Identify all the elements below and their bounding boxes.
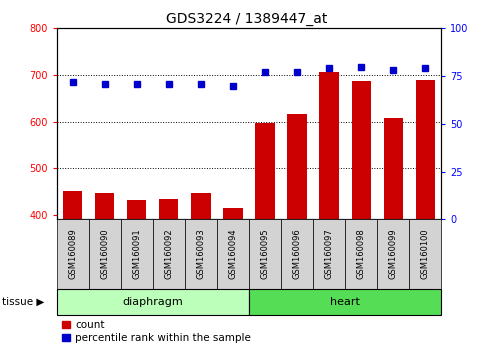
Bar — [89, 219, 121, 289]
Bar — [191, 193, 211, 354]
Bar — [384, 118, 403, 354]
Bar — [223, 208, 243, 354]
Bar — [57, 219, 89, 289]
Text: GSM160090: GSM160090 — [100, 229, 109, 279]
Bar — [409, 219, 441, 289]
Text: GSM160096: GSM160096 — [292, 229, 302, 279]
Bar — [416, 80, 435, 354]
Text: GSM160100: GSM160100 — [421, 229, 430, 279]
Bar — [63, 190, 82, 354]
Text: diaphragm: diaphragm — [122, 297, 183, 307]
Bar — [185, 219, 217, 289]
Text: GSM160092: GSM160092 — [164, 229, 174, 279]
Bar — [153, 219, 185, 289]
Bar — [345, 219, 377, 289]
Bar — [319, 72, 339, 354]
Bar — [377, 219, 409, 289]
Text: GSM160097: GSM160097 — [324, 229, 334, 279]
Bar — [127, 200, 146, 354]
Text: GSM160098: GSM160098 — [356, 229, 366, 279]
Legend: count, percentile rank within the sample: count, percentile rank within the sample — [62, 320, 251, 343]
Bar — [281, 219, 313, 289]
Bar — [287, 114, 307, 354]
Text: GSM160099: GSM160099 — [388, 229, 398, 279]
Bar — [313, 219, 345, 289]
Bar — [57, 289, 249, 315]
Bar — [249, 219, 281, 289]
Text: GSM160093: GSM160093 — [196, 229, 206, 279]
Bar — [159, 199, 178, 354]
Bar — [249, 289, 441, 315]
Text: heart: heart — [330, 297, 360, 307]
Text: GSM160091: GSM160091 — [132, 229, 141, 279]
Bar — [121, 219, 153, 289]
Bar — [217, 219, 249, 289]
Text: GSM160089: GSM160089 — [68, 229, 77, 279]
Bar — [95, 193, 114, 354]
Bar — [255, 123, 275, 354]
Text: GSM160094: GSM160094 — [228, 229, 238, 279]
Text: GDS3224 / 1389447_at: GDS3224 / 1389447_at — [166, 12, 327, 27]
Text: tissue ▶: tissue ▶ — [2, 297, 45, 307]
Bar — [352, 81, 371, 354]
Text: GSM160095: GSM160095 — [260, 229, 270, 279]
